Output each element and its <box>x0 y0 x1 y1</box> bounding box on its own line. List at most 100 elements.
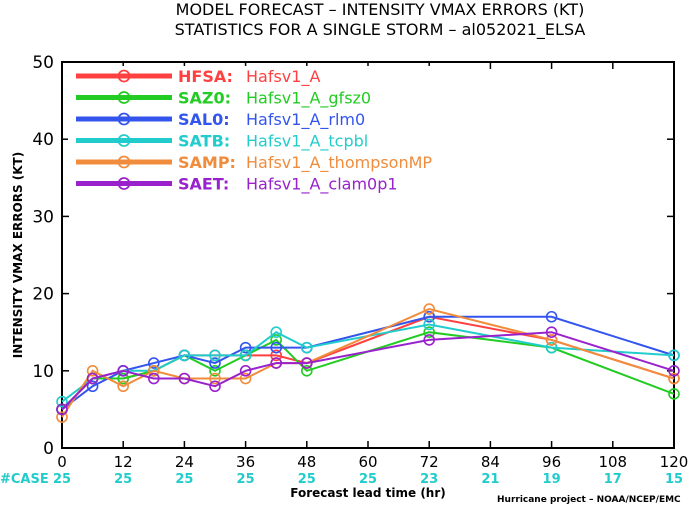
case-count-value: 25 <box>359 472 377 487</box>
x-tick-label: 0 <box>57 453 67 471</box>
data-point <box>56 403 68 416</box>
data-point <box>56 411 68 423</box>
x-tick-label: 96 <box>542 453 561 471</box>
data-point <box>270 334 283 346</box>
y-axis-label: INTENSITY VMAX ERRORS (KT) <box>11 152 25 358</box>
y-tick-label: 10 <box>32 362 54 382</box>
data-point <box>300 364 313 377</box>
case-count-value: 23 <box>420 472 438 487</box>
data-point <box>148 372 160 385</box>
chart-title-line1: MODEL FORECAST – INTENSITY VMAX ERRORS (… <box>176 0 585 19</box>
legend-background <box>68 66 488 186</box>
legend-desc: Hafsv1_A_rlm0 <box>246 110 365 130</box>
series-sal0 <box>56 310 680 416</box>
data-point <box>239 349 252 362</box>
series-lines <box>56 303 680 423</box>
data-point <box>239 372 252 385</box>
data-point <box>178 349 191 362</box>
data-point <box>117 364 129 377</box>
legend-name: SAL0: <box>178 110 230 129</box>
data-point <box>423 326 436 339</box>
data-point <box>209 349 221 362</box>
data-point <box>209 380 221 393</box>
legend-marker <box>117 112 131 126</box>
y-tick-label: 40 <box>32 130 54 150</box>
legend-name: SATB: <box>178 132 230 151</box>
data-point <box>148 364 160 377</box>
legend-desc: Hafsv1_A_clam0p1 <box>246 175 398 195</box>
data-point <box>270 357 283 369</box>
data-point <box>117 372 129 385</box>
case-count-value: 21 <box>481 472 499 487</box>
footer-credit: Hurricane project – NOAA/NCEP/EMC <box>497 495 681 505</box>
data-point <box>239 364 252 377</box>
legend-name: HFSA: <box>178 67 233 86</box>
case-count-value: 15 <box>665 472 683 487</box>
data-point <box>423 318 436 331</box>
legend-marker <box>117 177 131 190</box>
case-count-value: 19 <box>543 472 561 487</box>
legend-entry: SAZ0: Hafsv1_A_gfsz0 <box>76 89 371 109</box>
data-point <box>86 372 99 385</box>
x-tick-label: 84 <box>481 453 500 471</box>
case-count-value: 25 <box>298 472 316 487</box>
case-count-value: 17 <box>604 472 622 487</box>
data-point <box>668 372 680 385</box>
data-point <box>270 349 283 362</box>
data-point <box>423 303 436 315</box>
chart-title-line2: STATISTICS FOR A SINGLE STORM – al052021… <box>175 20 586 40</box>
legend-desc: Hafsv1_A_gfsz0 <box>246 89 371 109</box>
legend-name: SAZ0: <box>178 89 231 108</box>
legend-marker <box>117 134 131 147</box>
case-count-value: 25 <box>53 472 71 487</box>
data-point <box>117 380 129 393</box>
x-tick-label: 60 <box>358 453 377 471</box>
legend-name: SAET: <box>178 175 229 194</box>
legend-entry: HFSA: Hafsv1_A <box>76 67 320 87</box>
y-tick-label: 30 <box>32 207 54 227</box>
legend: HFSA: Hafsv1_A SAZ0: Hafsv1_A_gfsz0 SAL0: Haf… <box>68 66 488 195</box>
data-point <box>545 341 558 354</box>
legend-marker <box>117 155 131 169</box>
legend-entry: SATB: Hafsv1_A_tcpbl <box>76 132 368 152</box>
data-point <box>148 357 160 369</box>
y-tick-label: 20 <box>32 285 54 305</box>
legend-marker <box>117 91 131 104</box>
data-point <box>270 341 283 354</box>
series-saet <box>56 326 680 416</box>
data-point <box>239 341 252 354</box>
case-count-value: 25 <box>237 472 255 487</box>
data-point <box>209 357 221 369</box>
data-point <box>178 372 191 385</box>
legend-entry: SAL0: Hafsv1_A_rlm0 <box>76 110 365 130</box>
data-point <box>668 388 680 400</box>
data-point <box>270 326 283 339</box>
y-tick-label: 0 <box>43 439 54 459</box>
x-axis-label: Forecast lead time (hr) <box>290 486 446 500</box>
x-tick-label: 72 <box>420 453 439 471</box>
x-tick-label: 12 <box>114 453 133 471</box>
data-point <box>545 310 558 323</box>
x-tick-label: 36 <box>236 453 255 471</box>
axes: 0 10 20 30 40 50 0 12 24 36 48 60 72 84 96 108 120 25 25 25… <box>32 53 688 487</box>
data-point <box>300 357 313 369</box>
legend-name: SAMP: <box>178 153 236 172</box>
legend-entry: SAMP: Hafsv1_A_thompsonMP <box>76 153 432 173</box>
data-point <box>209 364 221 377</box>
legend-desc: Hafsv1_A_tcpbl <box>246 132 368 152</box>
legend-desc: Hafsv1_A <box>246 67 320 87</box>
data-point <box>545 334 558 346</box>
data-point <box>668 364 680 377</box>
data-point <box>423 310 436 323</box>
data-point <box>209 372 221 385</box>
case-count-value: 25 <box>175 472 193 487</box>
legend-desc: Hafsv1_A_thompsonMP <box>246 153 432 173</box>
data-point <box>86 364 99 377</box>
series-line <box>61 315 675 411</box>
x-tick-label: 48 <box>297 453 316 471</box>
y-tick-label: 50 <box>32 53 54 73</box>
data-point <box>86 380 99 393</box>
legend-entry: SAET: Hafsv1_A_clam0p1 <box>76 175 398 195</box>
legend-marker <box>117 69 131 83</box>
